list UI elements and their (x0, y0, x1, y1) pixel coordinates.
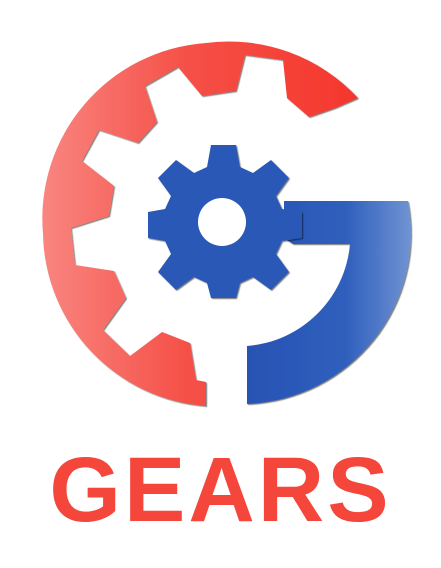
gear-logo-icon (0, 0, 441, 440)
brand-wordmark: GEARS (0, 440, 441, 540)
blue-inner-gear (148, 145, 302, 298)
